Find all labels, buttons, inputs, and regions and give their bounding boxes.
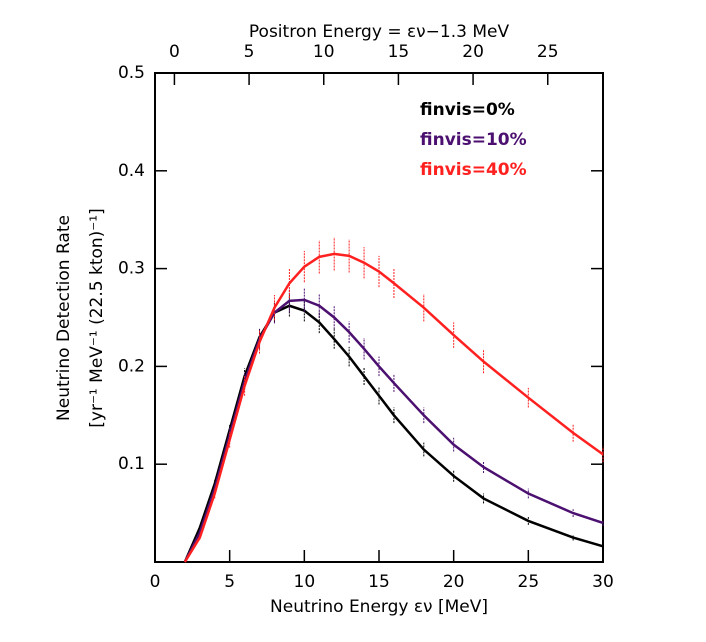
x-axis-title: Neutrino Energy εν [MeV] [270,597,488,617]
y-tick-label: 0.3 [118,259,145,279]
top-axis-title: Positron Energy = εν−1.3 MeV [249,22,510,42]
plot-frame [154,72,604,563]
x-tick-label: 10 [294,572,316,592]
x2-tick-label: 5 [244,42,255,62]
legend-entry: finvis=10% [420,130,527,150]
y-tick-label: 0.2 [118,356,145,376]
series-line [183,304,604,563]
y-axis-title: [yr⁻¹ MeV⁻¹ (22.5 kton)⁻¹] [87,208,107,427]
y-tick-label: 0.5 [118,63,145,83]
y-axis-title: Neutrino Detection Rate [54,215,74,421]
x2-tick-label: 25 [537,42,559,62]
x2-tick-label: 10 [313,42,335,62]
x-tick-label: 25 [518,572,540,592]
x-tick-label: 20 [443,572,465,592]
x-tick-label: 0 [150,572,161,592]
x2-tick-label: 20 [462,42,484,62]
x-tick-label: 15 [368,572,390,592]
x2-tick-label: 0 [169,42,180,62]
legend-entry: finvis=40% [420,160,527,180]
x-tick-label: 5 [224,572,235,592]
x-tick-label: 30 [592,572,614,592]
series-line [183,298,604,563]
legend-entry: finvis=0% [420,100,515,120]
y-tick-label: 0.4 [118,161,145,181]
series-line [183,252,604,563]
y-tick-label: 0.1 [118,454,145,474]
x2-tick-label: 15 [388,42,410,62]
